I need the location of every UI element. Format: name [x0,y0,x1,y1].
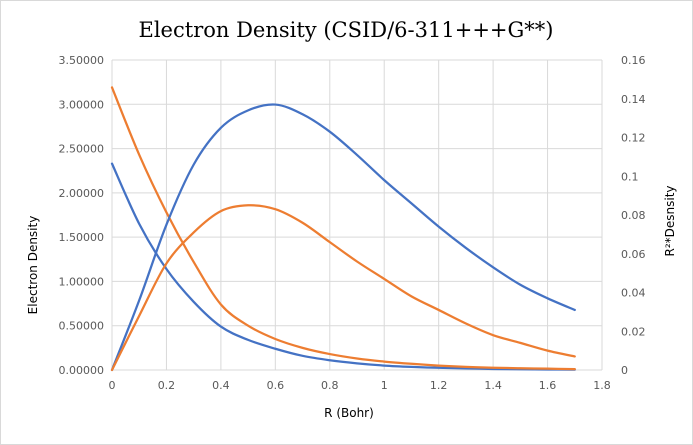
x-tick-label: 1.6 [539,379,557,392]
y2-tick-label: 0.1 [621,170,639,183]
gridlines [111,59,603,371]
y2-tick-label: 0.16 [621,54,646,67]
y2-axis-label: R²*Desnsity [663,185,677,256]
y-tick-label: 1.00000 [59,275,105,288]
y-axis-ticks: 0.00000 0.50000 1.00000 1.50000 2.00000 2.500… [59,54,105,377]
x-tick-label: 0.8 [321,379,339,392]
y-axis-label: Electron Density [26,216,40,315]
y-tick-label: 1.50000 [59,231,105,244]
y2-axis-ticks: 0 0.02 0.04 0.06 0.08 0.1 0.12 0.14 0.16 [621,54,646,377]
x-tick-label: 1.4 [484,379,502,392]
x-tick-label: 1 [381,379,388,392]
y2-tick-label: 0 [621,364,628,377]
x-tick-label: 1.8 [593,379,611,392]
series-line-3 [110,103,576,372]
y-tick-label: 2.00000 [59,187,105,200]
x-tick-label: 0.2 [158,379,176,392]
y2-tick-label: 0.06 [621,248,646,261]
series-line-1 [110,162,576,371]
chart-title: Electron Density (CSID/6-311+++G**) [139,18,554,42]
y-tick-label: 0.50000 [59,320,105,333]
y2-tick-label: 0.12 [621,132,646,145]
y2-tick-label: 0.14 [621,93,646,106]
x-tick-label: 0.6 [267,379,285,392]
y-tick-label: 2.50000 [59,143,105,156]
y-tick-label: 3.50000 [59,54,105,67]
x-axis-ticks: 0 0.2 0.4 0.6 0.8 1 1.2 1.4 1.6 1.8 [109,379,611,392]
x-tick-label: 1.2 [430,379,448,392]
y2-tick-label: 0.02 [621,325,646,338]
series-line-2 [110,86,576,371]
y-tick-label: 0.00000 [59,364,105,377]
y2-tick-label: 0.08 [621,209,646,222]
x-axis-label: R (Bohr) [324,406,374,420]
x-tick-label: 0 [109,379,116,392]
y-tick-label: 3.00000 [59,98,105,111]
x-tick-label: 0.4 [212,379,230,392]
series-line-4 [110,204,576,372]
y2-tick-label: 0.04 [621,287,646,300]
series-lines [110,86,576,372]
